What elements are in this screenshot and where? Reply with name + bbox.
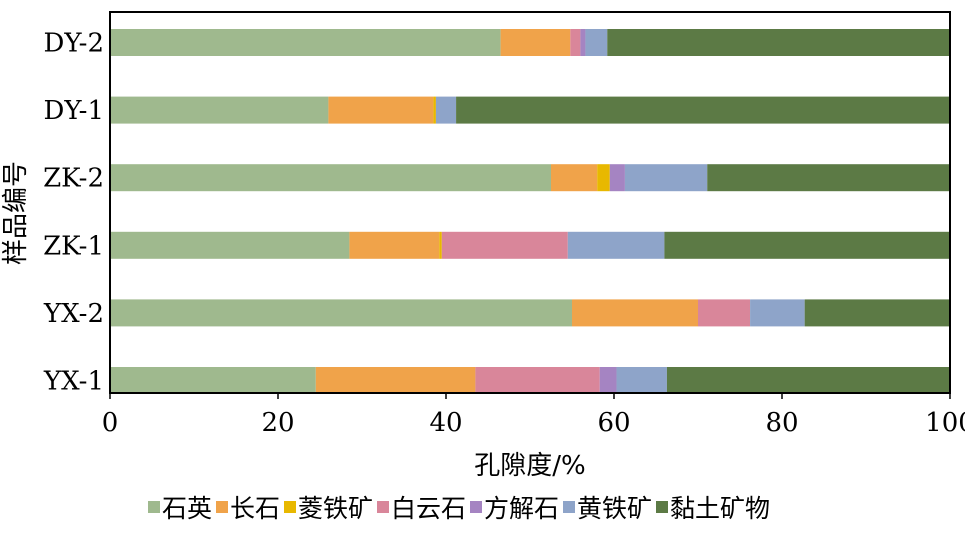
x-axis-title: 孔隙度/% <box>474 451 585 481</box>
x-tick-label: 100 <box>925 408 965 438</box>
legend-swatch <box>470 501 482 513</box>
bar-segment <box>750 299 805 327</box>
bar-segment <box>435 96 457 124</box>
bar-segment <box>616 367 667 394</box>
y-tick-label: ZK-2 <box>43 164 104 194</box>
y-tick-labels: DY-2 DY-1 ZK-2 ZK-1 YX-2 YX-1 <box>43 29 104 397</box>
y-tick-label: DY-1 <box>44 96 104 126</box>
x-tick-labels: 0 20 40 60 80 100 <box>102 393 965 438</box>
bar-segment <box>609 164 625 192</box>
bar-segment <box>110 231 350 259</box>
bar-segment <box>110 96 329 124</box>
bar-segment <box>624 164 708 192</box>
legend-label: 长石 <box>230 494 280 523</box>
bar-segment <box>441 231 568 259</box>
y-axis-title: 样品编号 <box>1 161 31 265</box>
x-tick-label: 0 <box>102 408 119 438</box>
bar-segment <box>328 96 434 124</box>
bar-segment <box>597 164 610 192</box>
legend-label: 黏土矿物 <box>670 494 770 523</box>
bar-segment <box>551 164 598 192</box>
y-tick-label: YX-2 <box>43 299 104 329</box>
bar-segment <box>572 299 698 327</box>
legend: 石英 长石 菱铁矿 白云石 方解石 黄铁矿 黏土矿物 <box>148 494 770 523</box>
bar-segment <box>475 367 600 394</box>
bar-segment <box>456 96 950 124</box>
legend-swatch <box>284 501 296 513</box>
bar-segment <box>349 231 440 259</box>
x-tick-label: 20 <box>261 408 294 438</box>
bar-segment <box>110 367 316 394</box>
y-tick-label: YX-1 <box>43 367 104 397</box>
bar-segment <box>599 367 617 394</box>
bar-segment <box>585 29 608 56</box>
x-tick-label: 60 <box>597 408 630 438</box>
plot-area-frame <box>109 11 951 394</box>
bar-segment <box>110 164 551 192</box>
legend-swatch <box>563 501 575 513</box>
bar-segment <box>707 164 950 192</box>
legend-label: 方解石 <box>484 494 559 523</box>
bar-segment <box>570 29 581 56</box>
bar-segment <box>804 299 950 327</box>
bar-segment <box>567 231 665 259</box>
legend-swatch <box>148 501 160 513</box>
x-tick-label: 40 <box>429 408 462 438</box>
legend-label: 石英 <box>162 494 212 523</box>
x-tick-label: 80 <box>765 408 798 438</box>
bar-segment <box>580 29 586 56</box>
bar-segment <box>607 29 950 56</box>
legend-label: 白云石 <box>391 494 466 523</box>
bar-segment <box>664 231 950 259</box>
bar-segment <box>666 367 950 394</box>
bar-segment <box>315 367 476 394</box>
legend-swatch <box>656 501 668 513</box>
bar-segment <box>698 299 751 327</box>
legend-swatch <box>216 501 228 513</box>
legend-label: 黄铁矿 <box>577 494 652 523</box>
bars-layer <box>110 29 950 394</box>
bar-segment <box>439 231 442 259</box>
legend-label: 菱铁矿 <box>298 494 373 523</box>
bar-segment <box>433 96 436 124</box>
y-tick-label: ZK-1 <box>43 231 104 261</box>
bar-segment <box>110 299 572 327</box>
y-tick-label: DY-2 <box>44 29 104 59</box>
bar-segment <box>500 29 571 56</box>
legend-swatch <box>377 501 389 513</box>
bar-segment <box>110 29 501 56</box>
